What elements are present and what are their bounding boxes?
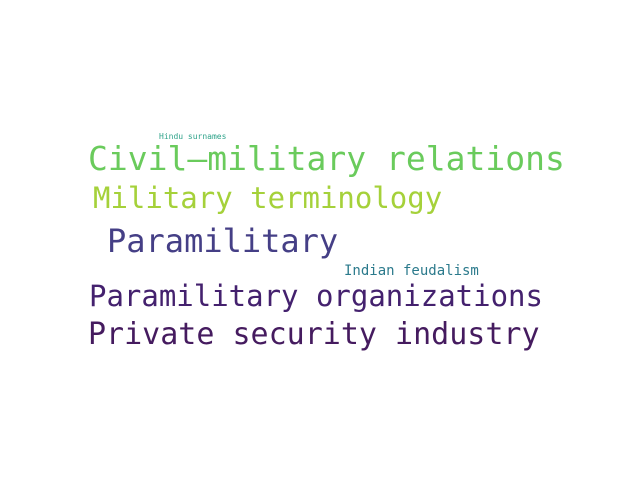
word-civil-military-relations: Civil–military relations (88, 139, 565, 178)
word-hindu-surnames: Hindu surnames (159, 132, 227, 141)
word-paramilitary: Paramilitary (107, 222, 339, 260)
word-military-terminology: Military terminology (93, 181, 443, 215)
word-private-security-industry: Private security industry (88, 317, 540, 352)
word-paramilitary-organizations: Paramilitary organizations (89, 279, 543, 313)
word-indian-feudalism: Indian feudalism (344, 263, 479, 279)
